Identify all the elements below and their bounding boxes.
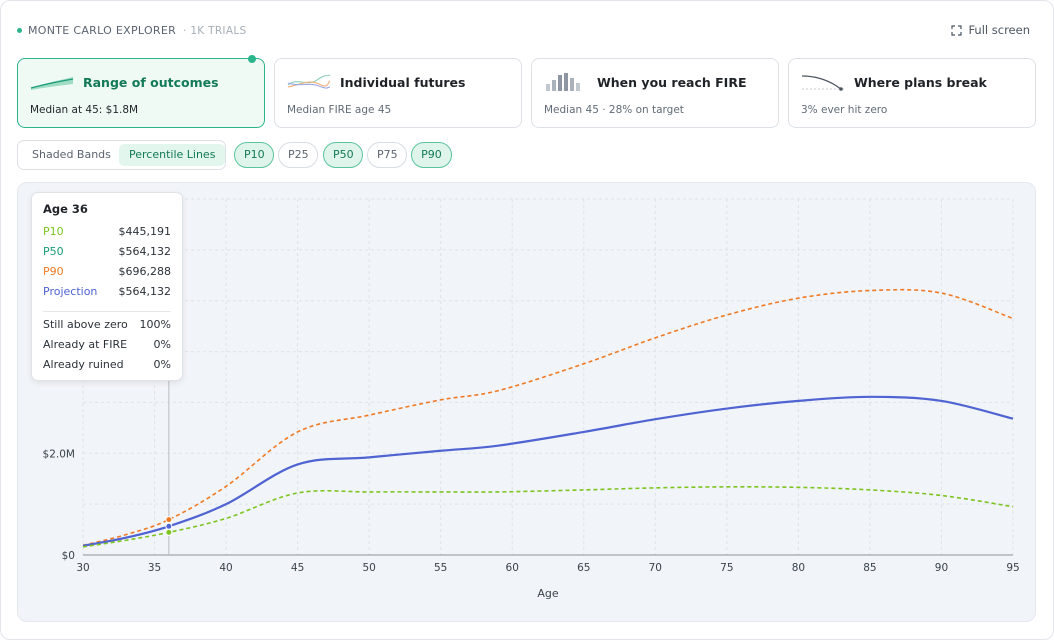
x-tick-label: 30 xyxy=(76,562,89,574)
x-tick-label: 65 xyxy=(577,562,590,574)
stat-value: 0% xyxy=(153,338,171,351)
view-mode-toggle: Shaded Bands Percentile Lines xyxy=(17,140,226,170)
x-tick-label: 90 xyxy=(935,562,948,574)
tooltip-value: $696,288 xyxy=(118,265,172,278)
stat-label: Still above zero xyxy=(43,318,128,331)
tooltip-value: $564,132 xyxy=(118,245,172,258)
pill-p25[interactable]: P25 xyxy=(278,142,318,168)
x-tick-label: 95 xyxy=(1006,562,1019,574)
tooltip-title: Age 36 xyxy=(43,202,88,216)
hover-point-p50 xyxy=(165,522,173,530)
hover-point-p90 xyxy=(165,516,173,524)
card-range-of-outcomes[interactable]: Range of outcomes Median at 45: $1.8M xyxy=(17,55,265,128)
x-tick-label: 70 xyxy=(649,562,662,574)
card-when-you-reach-fire[interactable]: When you reach FIRE Median 45 · 28% on t… xyxy=(531,58,779,128)
brand: MONTE CARLO EXPLORER · 1K TRIALS xyxy=(17,24,246,37)
toggle-percentile-lines[interactable]: Percentile Lines xyxy=(119,144,226,166)
x-tick-label: 80 xyxy=(792,562,805,574)
card-title: Individual futures xyxy=(340,75,466,90)
toggle-shaded-bands[interactable]: Shaded Bands xyxy=(32,148,111,161)
tooltip-row-projection: Projection $564,132 xyxy=(43,285,171,301)
x-tick-label: 75 xyxy=(720,562,733,574)
area-chart-icon xyxy=(30,77,74,90)
pill-p50[interactable]: P50 xyxy=(323,142,363,168)
pill-p75[interactable]: P75 xyxy=(367,142,407,168)
y-tick-label: $2.0M xyxy=(43,448,75,460)
card-title: Where plans break xyxy=(854,75,987,90)
tooltip-stat-above-zero: Still above zero 100% xyxy=(43,318,171,334)
x-tick-label: 45 xyxy=(291,562,304,574)
stat-value: 0% xyxy=(153,358,171,371)
tooltip-value: $564,132 xyxy=(118,285,172,298)
active-indicator-icon xyxy=(248,55,256,63)
card-title: Range of outcomes xyxy=(83,75,219,90)
stat-label: Already at FIRE xyxy=(43,338,128,351)
card-individual-futures[interactable]: Individual futures Median FIRE age 45 xyxy=(274,58,522,128)
y-tick-label: $0 xyxy=(62,550,75,562)
series-line-p90 xyxy=(82,288,1014,547)
x-tick-label: 85 xyxy=(863,562,876,574)
trial-count: · 1K TRIALS xyxy=(183,24,247,37)
tooltip-value: $445,191 xyxy=(118,225,172,238)
tooltip-label: P90 xyxy=(43,265,64,278)
card-subtitle: Median at 45: $1.8M xyxy=(30,104,139,116)
x-tick-label: 50 xyxy=(362,562,375,574)
percentile-chart[interactable]: 30 35 40 45 50 55 60 65 70 75 80 85 90 95 $0 $2.0M Age xyxy=(18,183,1037,623)
series-line-p10 xyxy=(82,486,1014,548)
tooltip-stat-at-fire: Already at FIRE 0% xyxy=(43,338,171,354)
stat-value: 100% xyxy=(139,318,171,331)
app-title: MONTE CARLO EXPLORER xyxy=(28,24,177,37)
x-tick-label: 35 xyxy=(148,562,161,574)
x-tick-label: 60 xyxy=(506,562,519,574)
x-tick-label: 55 xyxy=(434,562,447,574)
fullscreen-button[interactable]: Full screen xyxy=(951,23,1030,37)
pill-p90[interactable]: P90 xyxy=(411,142,452,168)
chart-panel: 30 35 40 45 50 55 60 65 70 75 80 85 90 95 $0 $2.0M Age xyxy=(17,182,1036,622)
view-cards: Range of outcomes Median at 45: $1.8M In… xyxy=(17,55,1036,128)
pill-p10[interactable]: P10 xyxy=(234,142,274,168)
tooltip-label: P10 xyxy=(43,225,64,238)
tooltip-label: P50 xyxy=(43,245,64,258)
top-bar: MONTE CARLO EXPLORER · 1K TRIALS Full sc… xyxy=(17,22,1030,40)
card-title: When you reach FIRE xyxy=(597,75,747,90)
card-subtitle: Median FIRE age 45 xyxy=(287,104,392,116)
multi-line-icon xyxy=(287,74,331,89)
card-subtitle: 3% ever hit zero xyxy=(801,104,888,116)
card-subtitle: Median 45 · 28% on target xyxy=(544,104,684,116)
histogram-icon xyxy=(546,73,580,91)
tooltip-row-p50: P50 $564,132 xyxy=(43,245,171,261)
tooltip-row-p10: P10 $445,191 xyxy=(43,225,171,241)
tooltip-row-p90: P90 $696,288 xyxy=(43,265,171,281)
fullscreen-label: Full screen xyxy=(968,23,1030,37)
series-line-p50 xyxy=(82,395,1014,547)
hover-point-p10 xyxy=(165,528,173,536)
tooltip-divider xyxy=(43,311,171,312)
card-where-plans-break[interactable]: Where plans break 3% ever hit zero xyxy=(788,58,1036,128)
hover-tooltip: Age 36 P10 $445,191 P50 $564,132 P90 $69… xyxy=(31,192,183,381)
stat-label: Already ruined xyxy=(43,358,124,371)
x-tick-label: 40 xyxy=(219,562,232,574)
x-axis-label: Age xyxy=(537,587,559,600)
tooltip-stat-ruined: Already ruined 0% xyxy=(43,358,171,374)
tooltip-label: Projection xyxy=(43,285,98,298)
chart-controls: Shaded Bands Percentile Lines P10 P25 P5… xyxy=(17,140,617,170)
brand-dot-icon xyxy=(17,28,22,33)
expand-icon xyxy=(951,24,963,36)
decline-line-icon xyxy=(801,75,844,91)
